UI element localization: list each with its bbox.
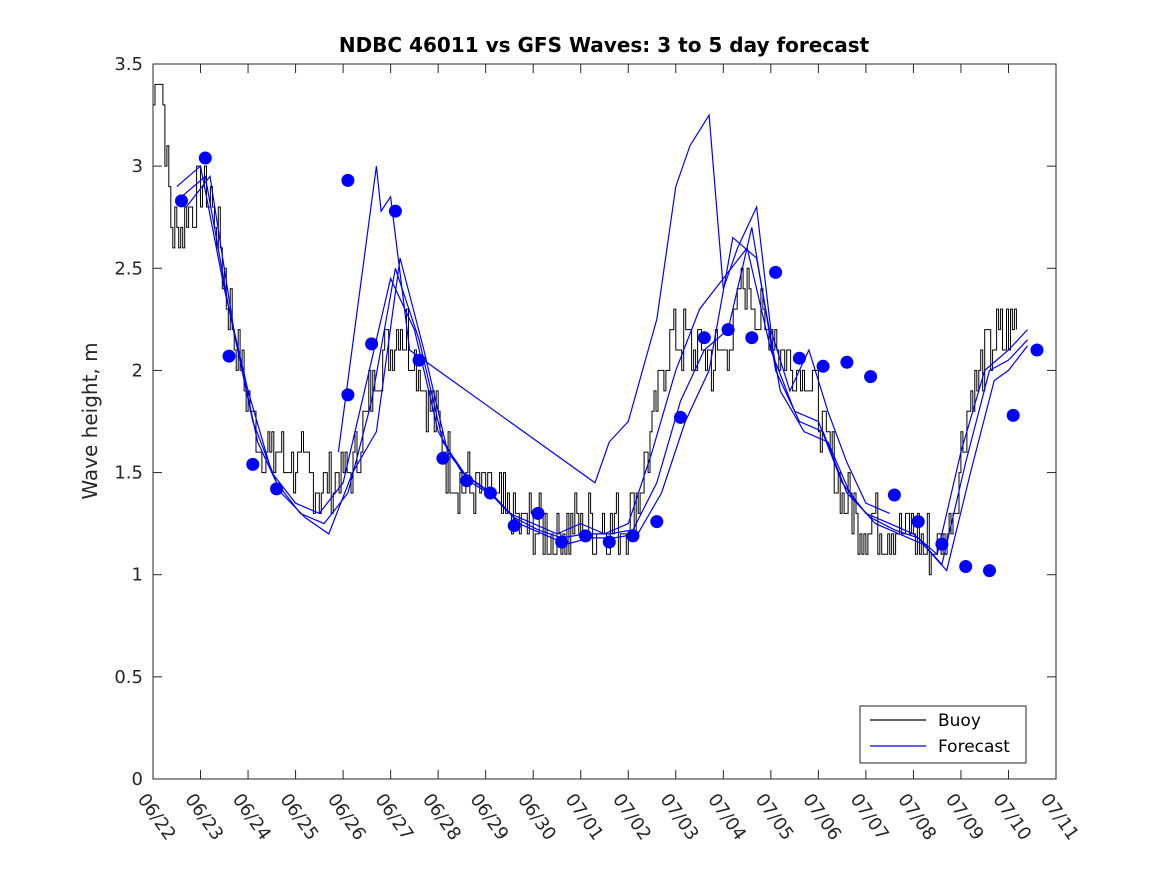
y-tick-label: 2.5 xyxy=(114,258,143,279)
x-tick-label: 07/09 xyxy=(941,790,988,845)
x-tick-label: 07/01 xyxy=(561,790,608,845)
forecast-marker xyxy=(1030,343,1044,357)
x-tick-label: 06/30 xyxy=(513,790,560,845)
forecast-marker xyxy=(341,173,355,187)
x-tick-label: 07/04 xyxy=(703,790,750,845)
forecast-marker xyxy=(222,349,236,363)
forecast-marker xyxy=(555,535,569,549)
forecast-marker xyxy=(697,331,711,345)
forecast-marker xyxy=(864,370,878,384)
x-tick-label: 06/29 xyxy=(466,790,513,845)
forecast-marker xyxy=(959,560,973,573)
forecast-marker xyxy=(983,564,996,578)
x-tick-label: 07/02 xyxy=(608,790,655,845)
x-tick-label: 07/10 xyxy=(988,790,1035,845)
forecast-marker xyxy=(650,515,664,529)
forecast-marker xyxy=(911,515,925,529)
forecast-marker xyxy=(626,529,640,543)
forecast-marker xyxy=(602,535,616,549)
x-tick-label: 07/06 xyxy=(798,790,845,845)
forecast-marker xyxy=(935,537,949,551)
y-tick-label: 2 xyxy=(132,360,143,381)
forecast-marker xyxy=(246,457,260,471)
legend-label-buoy: Buoy xyxy=(938,711,981,731)
y-tick-label: 0.5 xyxy=(114,667,143,688)
x-tick-label: 07/08 xyxy=(893,790,940,845)
axes-frame-top xyxy=(152,63,1057,780)
y-axis-title: Wave height, m xyxy=(78,342,102,499)
x-tick-label: 07/11 xyxy=(1036,790,1083,845)
y-tick-label: 0 xyxy=(132,769,143,790)
forecast-marker xyxy=(341,388,355,402)
forecast-marker xyxy=(460,474,474,488)
forecast-marker xyxy=(745,331,759,345)
y-tick-label: 3.5 xyxy=(114,54,143,75)
forecast-marker xyxy=(507,519,521,533)
x-tick-label: 06/23 xyxy=(180,790,227,845)
legend-box xyxy=(859,705,1027,764)
forecast-marker xyxy=(769,265,783,279)
forecast-marker xyxy=(887,488,901,502)
forecast-marker xyxy=(674,410,687,424)
forecast-series-line xyxy=(185,174,1028,572)
buoy-series-line xyxy=(153,83,1017,576)
x-tick-label: 06/28 xyxy=(418,790,465,845)
forecast-marker xyxy=(388,204,402,218)
x-tick-label: 06/22 xyxy=(133,790,180,845)
forecast-marker xyxy=(579,529,592,543)
forecast-marker xyxy=(175,194,188,208)
data-series-group xyxy=(153,83,1044,578)
forecast-marker xyxy=(270,482,284,496)
legend-label-forecast: Forecast xyxy=(938,737,1010,757)
x-tick-label: 06/24 xyxy=(228,790,275,845)
forecast-marker xyxy=(365,337,379,351)
x-tick-label: 07/07 xyxy=(846,790,893,845)
y-tick-label: 1.5 xyxy=(114,463,143,484)
chart-title: NDBC 46011 vs GFS Waves: 3 to 5 day fore… xyxy=(339,33,870,57)
x-tick-label: 06/25 xyxy=(275,790,322,845)
forecast-marker xyxy=(198,151,212,165)
axes-frame xyxy=(152,63,1057,780)
legend: Buoy Forecast xyxy=(859,705,1027,764)
forecast-marker xyxy=(1006,408,1020,422)
x-tick-label: 06/27 xyxy=(371,790,418,845)
forecast-marker xyxy=(840,355,854,369)
forecast-marker xyxy=(531,506,545,520)
forecast-marker xyxy=(412,353,426,367)
x-tick-label: 07/05 xyxy=(751,790,798,845)
y-tick-label: 3 xyxy=(132,156,143,177)
forecast-series-line xyxy=(181,175,1028,566)
forecast-marker xyxy=(816,359,830,373)
forecast-marker xyxy=(483,486,497,500)
forecast-series-line xyxy=(337,113,890,514)
x-tick-label: 07/03 xyxy=(656,790,703,845)
y-tick-label: 1 xyxy=(132,565,143,586)
forecast-marker xyxy=(436,451,450,465)
forecast-marker xyxy=(721,323,735,337)
forecast-marker xyxy=(792,351,806,365)
x-tick-label: 06/26 xyxy=(323,790,370,845)
